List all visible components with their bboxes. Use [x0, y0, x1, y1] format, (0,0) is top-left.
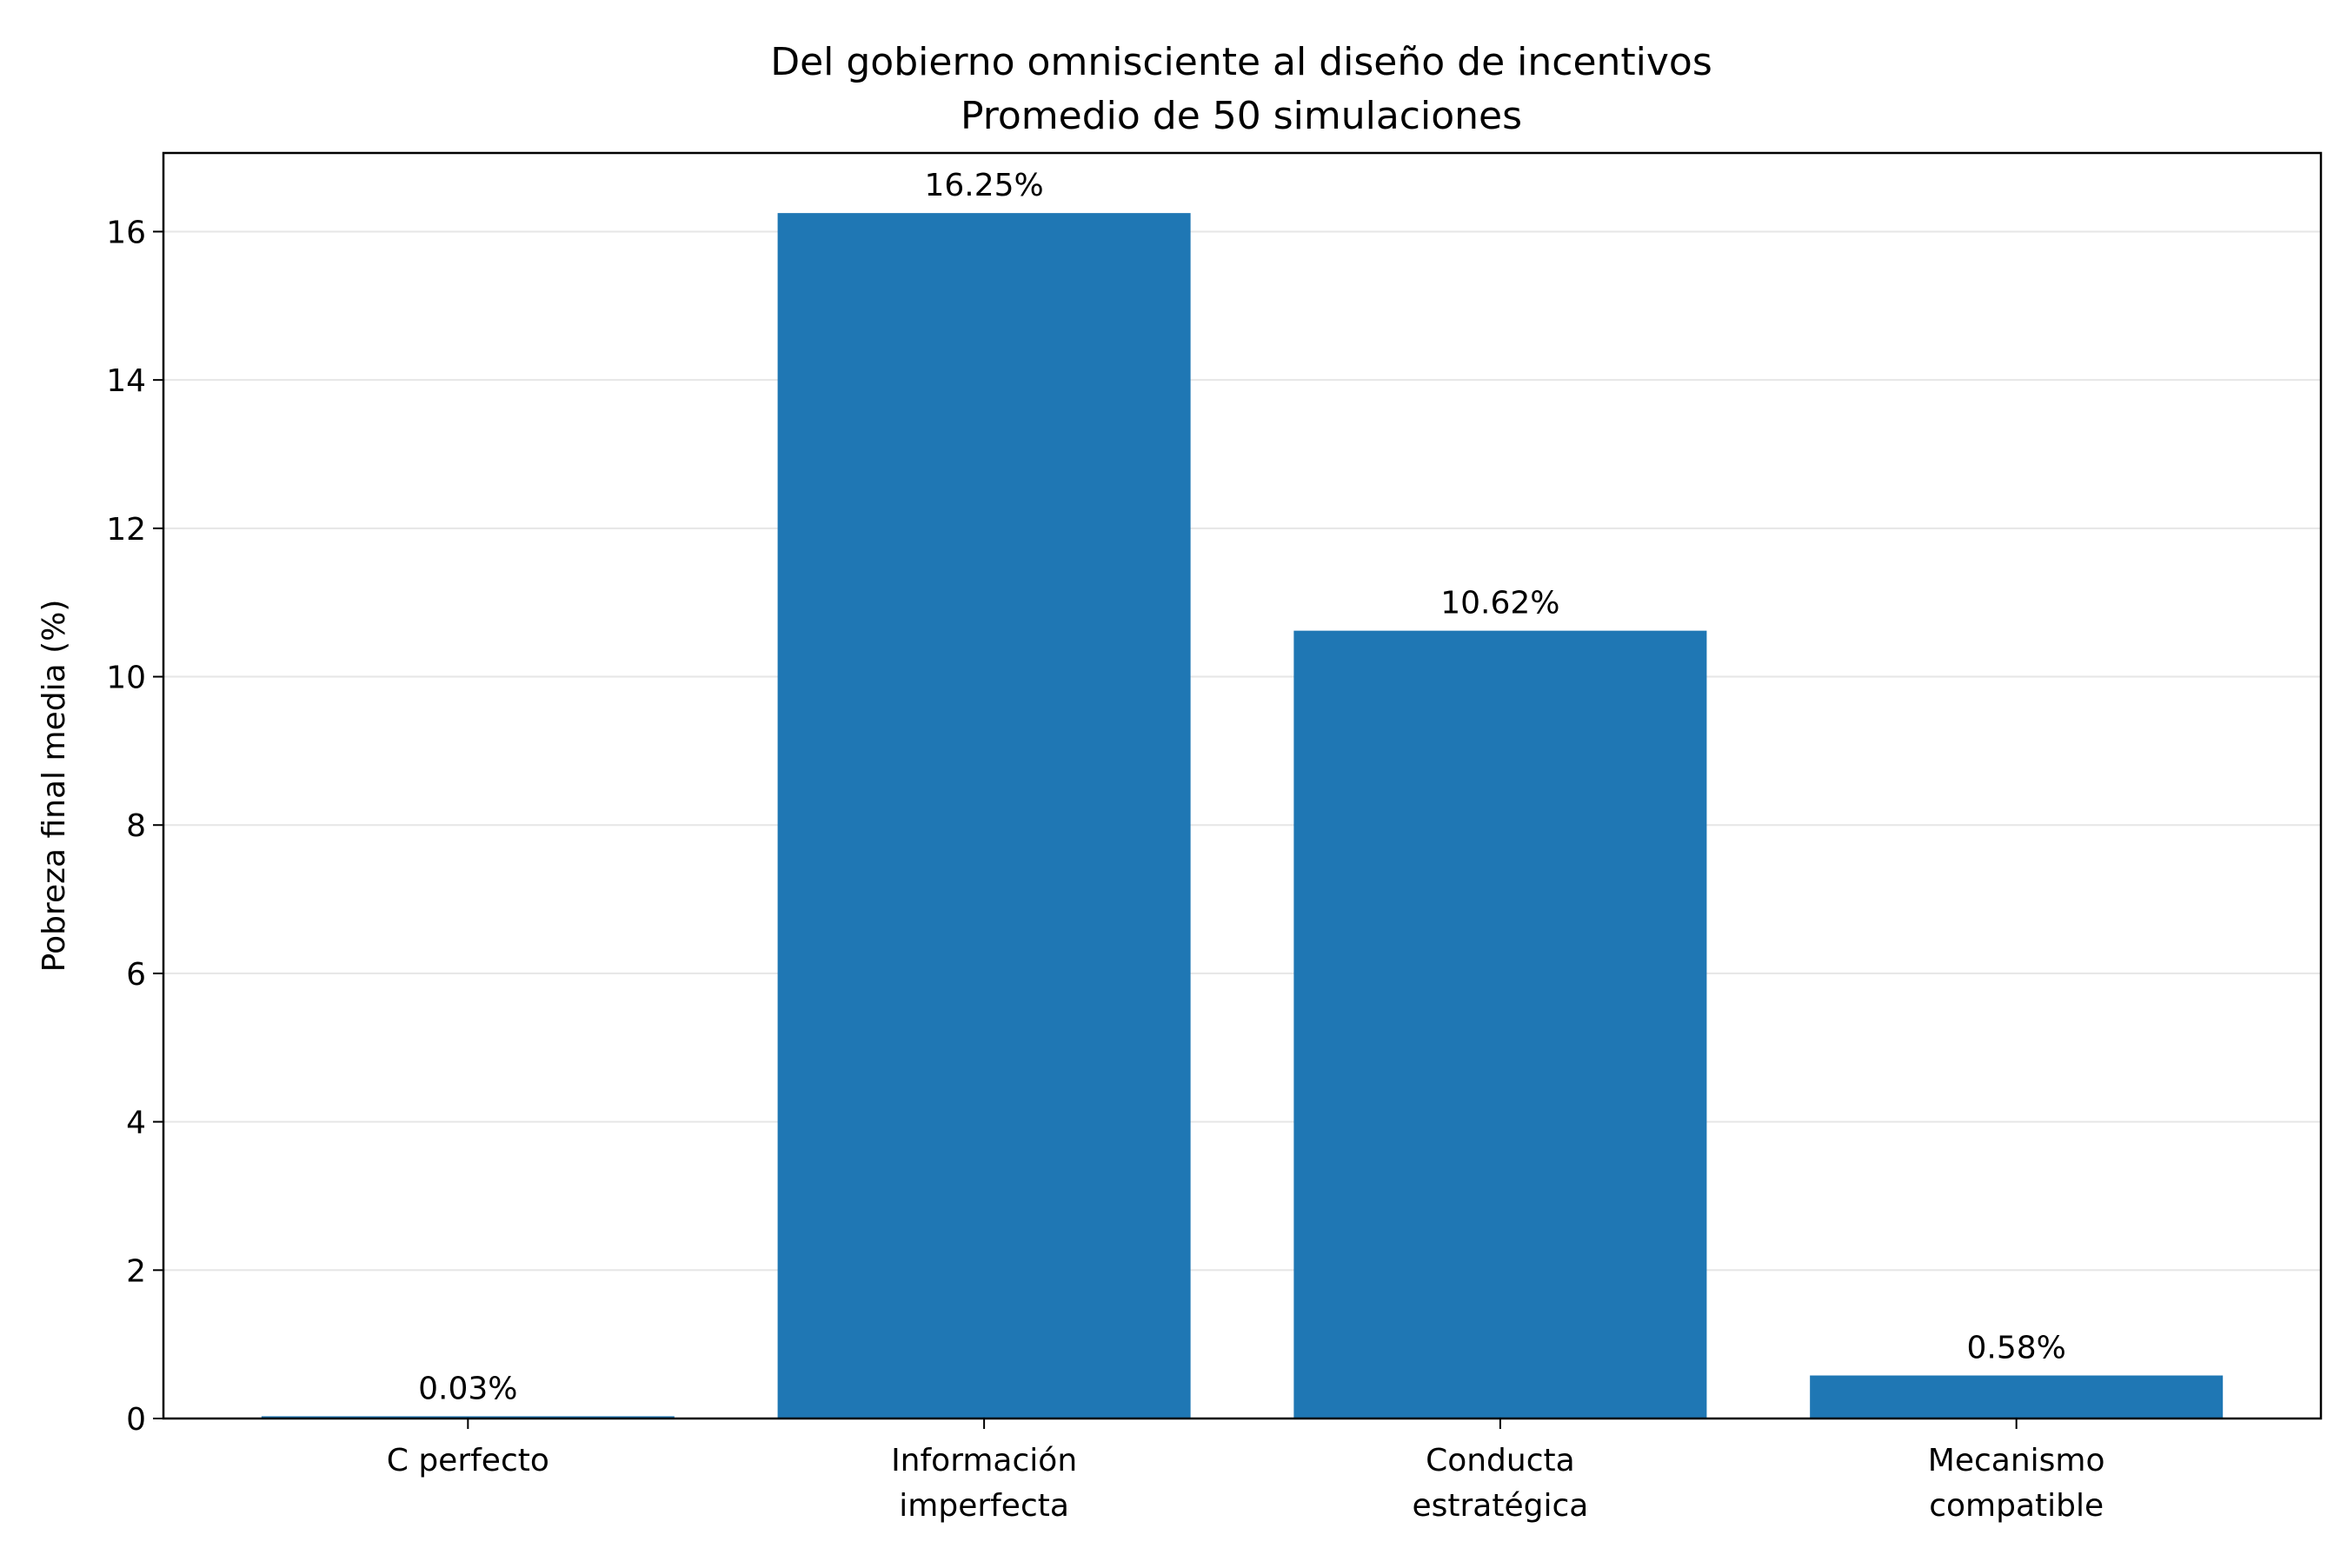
- bar: [261, 1416, 675, 1419]
- bar-value-label: 0.58%: [1966, 1330, 2065, 1365]
- y-tick-label: 6: [126, 957, 146, 993]
- y-tick-label: 2: [126, 1253, 146, 1289]
- plot-frame: [162, 151, 2323, 1420]
- chart-subtitle: Promedio de 50 simulaciones: [961, 94, 1522, 138]
- y-tick-label: 12: [106, 512, 146, 548]
- chart-title: Del gobierno omnisciente al diseño de in…: [770, 40, 1712, 84]
- x-tick-label: Conducta estratégica: [1412, 1443, 1588, 1524]
- bar-value-label: 10.62%: [1440, 586, 1559, 621]
- x-tick-label: Información imperfecta: [891, 1443, 1077, 1524]
- bar: [777, 213, 1191, 1419]
- bar: [1293, 630, 1707, 1419]
- bar-value-label: 16.25%: [924, 168, 1043, 203]
- value-labels: 0.03% 16.25% 10.62% 0.58%: [418, 168, 2066, 1406]
- x-tick-label-line: Información: [891, 1443, 1077, 1478]
- y-tick-label: 8: [126, 808, 146, 844]
- x-tick-label: Mecanismo compatible: [1928, 1443, 2105, 1524]
- y-tick-label: 4: [126, 1106, 146, 1141]
- x-tick-label-line: imperfecta: [899, 1488, 1069, 1524]
- x-tick-label: C perfecto: [387, 1443, 549, 1478]
- grid-lines: [163, 230, 2321, 1419]
- y-tick-label: 10: [106, 661, 146, 696]
- y-axis: 0 2 4 6 8 10 12 14 16: [106, 215, 163, 1438]
- x-tick-label-line: compatible: [1929, 1488, 2104, 1524]
- x-axis: C perfecto Información imperfecta Conducta e…: [387, 1419, 2105, 1524]
- x-tick-label-line: Conducta: [1426, 1443, 1575, 1478]
- x-tick-label-line: estratégica: [1412, 1488, 1588, 1524]
- y-tick-label: 16: [106, 215, 146, 250]
- y-tick-label: 14: [106, 363, 146, 399]
- bar-value-label: 0.03%: [418, 1371, 517, 1406]
- x-tick-label-line: Mecanismo: [1928, 1443, 2105, 1478]
- bars: [261, 213, 2224, 1419]
- y-tick-label: 0: [126, 1402, 146, 1438]
- y-axis-label: Pobreza final media (%): [37, 600, 72, 973]
- x-tick-label-line: C perfecto: [387, 1443, 549, 1478]
- bar: [1810, 1375, 2224, 1419]
